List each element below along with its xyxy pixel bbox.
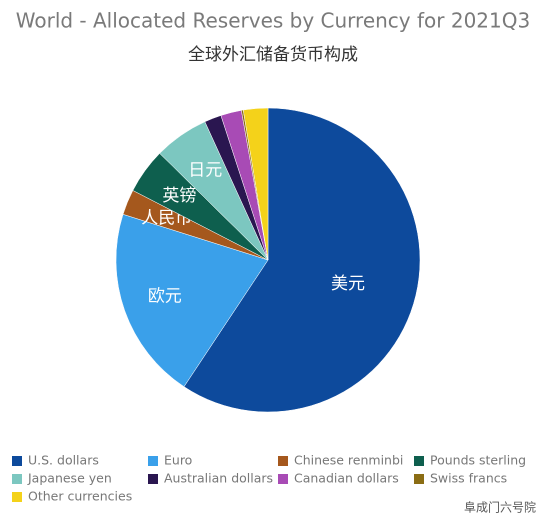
slice-label: 欧元 bbox=[148, 286, 182, 306]
slice-label: 美元 bbox=[331, 274, 365, 294]
legend-label: Swiss francs bbox=[430, 471, 507, 486]
pie-slice bbox=[183, 107, 421, 413]
legend-label: Japanese yen bbox=[27, 471, 112, 486]
legend-swatch bbox=[278, 456, 288, 466]
legend-swatch bbox=[12, 474, 22, 484]
legend-swatch bbox=[12, 456, 22, 466]
legend-swatch bbox=[414, 474, 424, 484]
slice-label: 日元 bbox=[188, 160, 222, 180]
slice-label: 英镑 bbox=[162, 186, 196, 206]
legend-swatch bbox=[148, 456, 158, 466]
legend-label: Australian dollars bbox=[164, 471, 273, 486]
legend-label: Other currencies bbox=[28, 489, 132, 504]
watermark: 阜成门六号院 bbox=[464, 500, 536, 515]
pie-slice bbox=[115, 213, 269, 388]
legend-label: Pounds sterling bbox=[430, 453, 526, 468]
legend-swatch bbox=[148, 474, 158, 484]
legend-label: U.S. dollars bbox=[28, 453, 99, 468]
legend-label: Chinese renminbi bbox=[294, 453, 403, 468]
chart-subtitle: 全球外汇储备货币构成 bbox=[188, 45, 358, 65]
chart-title: World - Allocated Reserves by Currency f… bbox=[16, 9, 530, 33]
legend-swatch bbox=[12, 492, 22, 502]
pie-slice bbox=[242, 107, 269, 261]
legend-swatch bbox=[414, 456, 424, 466]
legend-label: Canadian dollars bbox=[294, 471, 399, 486]
legend-label: Euro bbox=[164, 453, 192, 468]
legend-swatch bbox=[278, 474, 288, 484]
